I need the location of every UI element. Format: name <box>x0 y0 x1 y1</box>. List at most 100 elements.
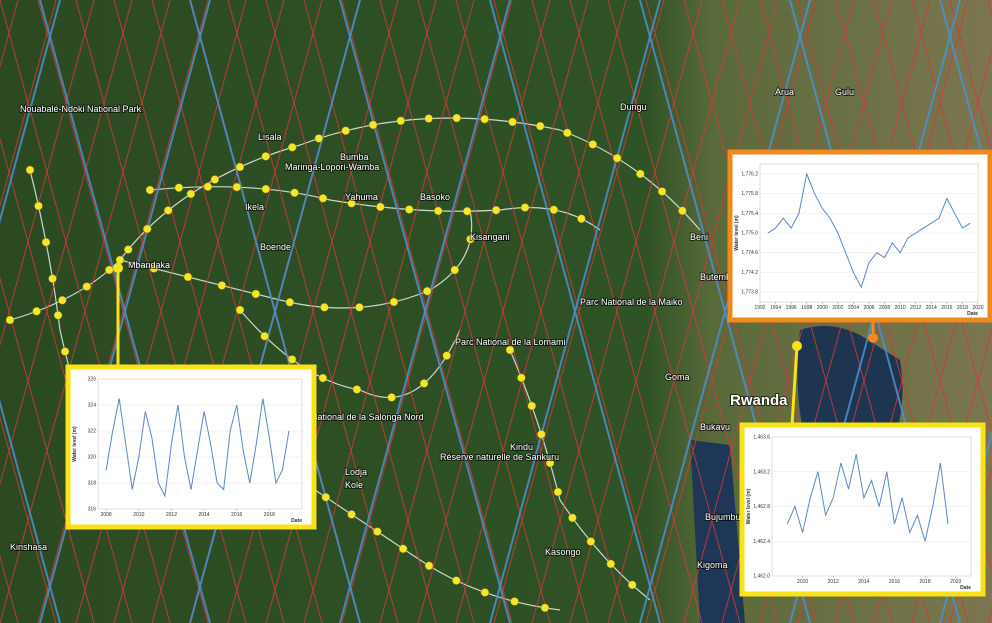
station-dot <box>320 303 329 312</box>
station-dot <box>376 202 385 212</box>
station-dot <box>419 379 429 388</box>
station-dot <box>210 175 220 184</box>
red-track <box>341 0 513 623</box>
x-axis-label: Date <box>967 311 978 317</box>
station-dot <box>373 527 382 536</box>
station-dot <box>143 224 152 234</box>
x-tick-label: 2014 <box>926 305 937 311</box>
station-dot <box>606 559 616 569</box>
station-dot <box>510 597 519 606</box>
y-tick-label: 1,775.0 <box>741 231 758 237</box>
y-axis-label: Water level (m) <box>746 488 752 524</box>
station-dot <box>396 116 406 126</box>
station-dot <box>314 134 324 143</box>
x-tick-label: 2008 <box>879 305 890 311</box>
blue-track <box>0 399 61 623</box>
x-tick-label: 2016 <box>231 512 242 518</box>
place-label: Kisangani <box>470 232 510 242</box>
blue-track <box>489 0 661 623</box>
place-label: Bujumbura <box>705 512 749 522</box>
station-dot <box>491 205 501 215</box>
x-tick-label: 2020 <box>950 579 961 585</box>
x-axis-label: Date <box>291 518 302 524</box>
x-tick-label: 2018 <box>920 579 931 585</box>
blue-track <box>339 0 511 623</box>
place-label: Lisala <box>258 132 282 142</box>
virtual-stations <box>5 113 687 613</box>
station-dot <box>549 205 559 215</box>
station-dot <box>163 206 173 215</box>
y-tick-label: 318 <box>88 481 97 487</box>
station-dot <box>540 603 550 613</box>
station-dot <box>586 537 596 546</box>
x-tick-label: 2012 <box>166 512 177 518</box>
x-tick-label: 2000 <box>817 305 828 311</box>
station-dot <box>183 272 193 282</box>
station-dot <box>452 576 461 585</box>
station-dot <box>368 120 378 130</box>
station-dot <box>217 281 227 290</box>
water-level-line <box>767 172 971 289</box>
station-dot <box>60 347 70 356</box>
place-label: Parc National de la Maiko <box>580 297 683 307</box>
place-label: Arua <box>775 87 794 97</box>
station-dot <box>285 298 295 307</box>
y-tick-label: 322 <box>88 429 97 435</box>
station-dot <box>115 255 125 265</box>
inset-frame <box>739 422 986 597</box>
y-tick-label: 1,773.8 <box>741 290 758 296</box>
red-track <box>0 0 95 347</box>
red-track <box>417 0 589 623</box>
station-dot <box>466 234 475 244</box>
inset-chart: 316 318 320 322 324 326 2008 2010 2012 2014 2016 20… <box>65 263 317 530</box>
x-tick-label: 2014 <box>858 579 869 585</box>
station-dot <box>588 140 598 149</box>
red-track <box>493 0 665 623</box>
station-dot <box>508 117 517 127</box>
station-dot <box>318 194 328 203</box>
place-label: Gulu <box>835 87 854 97</box>
y-axis-label: Water level (m) <box>734 215 740 251</box>
x-tick-label: 2004 <box>848 305 859 311</box>
station-dot <box>48 274 57 283</box>
station-dot <box>5 315 15 325</box>
station-dot <box>287 355 297 364</box>
station-dot <box>480 114 489 124</box>
station-dot <box>58 296 67 305</box>
insets: 316 318 320 322 324 326 2008 2010 2012 2014 2016 20… <box>65 149 992 597</box>
station-dot <box>389 297 399 307</box>
blue-track <box>0 0 61 224</box>
station-dot <box>424 114 433 123</box>
place-label: Dungu <box>620 102 647 112</box>
y-tick-label: 326 <box>88 377 97 383</box>
place-label: Nouabalé-Ndoki National Park <box>20 104 142 114</box>
place-label: Bumba <box>340 152 369 162</box>
place-label: Boende <box>260 242 291 252</box>
lake <box>690 440 745 623</box>
y-tick-label: 324 <box>88 403 97 409</box>
station-dot <box>517 373 526 383</box>
y-tick-label: 1,774.2 <box>741 270 758 276</box>
station-dot <box>450 265 460 275</box>
place-label: Kigoma <box>697 560 728 570</box>
station-dot <box>612 153 622 163</box>
station-dot <box>422 286 432 296</box>
y-tick-label: 1,463.2 <box>753 469 770 475</box>
x-tick-label: 1998 <box>801 305 812 311</box>
anchor-dot <box>868 333 878 343</box>
inset-chart: 1,773.8 1,774.2 1,774.6 1,775.0 1,775.4 1,775… <box>727 149 992 343</box>
station-dot <box>34 201 43 211</box>
red-track <box>0 415 57 623</box>
y-tick-label: 1,776.2 <box>741 171 758 177</box>
place-label: Kole <box>345 480 363 490</box>
x-tick-label: 2012 <box>910 305 921 311</box>
y-tick-label: 1,774.6 <box>741 250 758 256</box>
station-dot <box>577 214 586 223</box>
place-label: Goma <box>665 372 690 382</box>
inset-frame <box>65 364 317 530</box>
y-tick-label: 316 <box>88 507 97 513</box>
station-dot <box>186 189 196 199</box>
station-dot <box>321 492 331 502</box>
station-dot <box>627 580 637 590</box>
